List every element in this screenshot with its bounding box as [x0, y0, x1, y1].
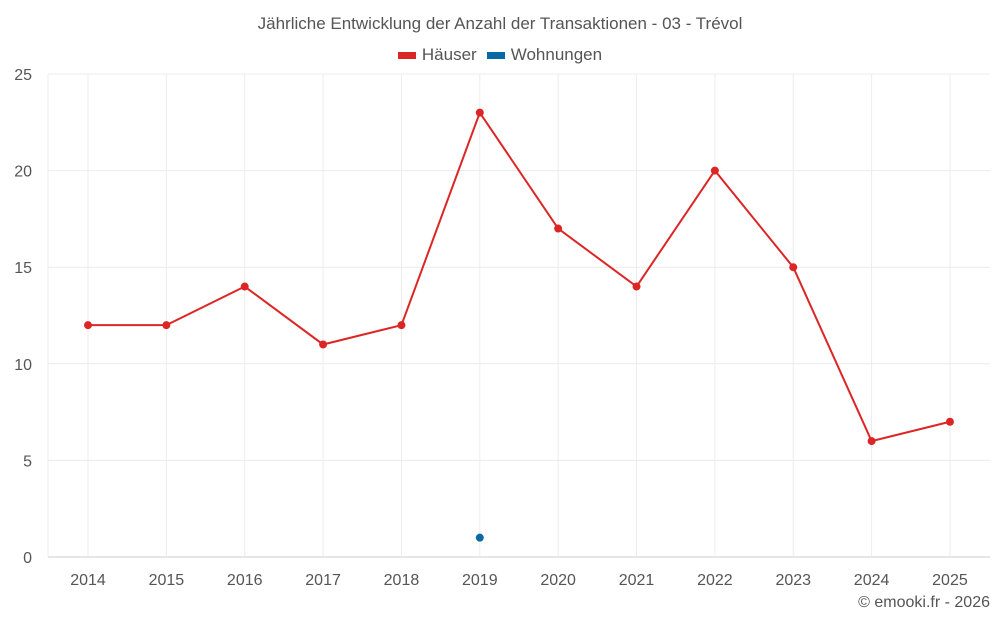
x-tick-label: 2024 — [854, 572, 890, 589]
data-point-haeuser-2016[interactable] — [240, 282, 249, 291]
x-tick-label: 2021 — [619, 572, 655, 589]
x-tick-label: 2020 — [540, 572, 576, 589]
legend-label-wohnungen: Wohnungen — [510, 45, 603, 64]
legend: Häuser Wohnungen — [0, 45, 1000, 65]
y-tick-label: 5 — [23, 453, 32, 470]
legend-label-haeuser: Häuser — [421, 45, 477, 64]
data-point-haeuser-2014[interactable] — [84, 321, 92, 330]
x-tick-label: 2018 — [384, 572, 420, 589]
legend-item-wohnungen[interactable]: Wohnungen — [486, 45, 603, 65]
data-point-haeuser-2019[interactable] — [475, 108, 484, 117]
y-tick-label: 15 — [14, 260, 32, 277]
data-point-haeuser-2015[interactable] — [162, 321, 171, 330]
series-line-haeuser — [88, 110, 951, 443]
x-tick-label: 2016 — [227, 572, 263, 589]
x-tick-label: 2017 — [305, 572, 341, 589]
data-point-wohnungen-2019[interactable] — [475, 533, 484, 542]
y-tick-label: 25 — [14, 67, 32, 84]
data-point-haeuser-2023[interactable] — [789, 263, 798, 272]
legend-swatch-wohnungen — [486, 51, 505, 59]
data-point-haeuser-2017[interactable] — [319, 340, 328, 349]
data-point-haeuser-2024[interactable] — [867, 437, 876, 446]
legend-swatch-haeuser — [397, 51, 416, 59]
data-point-haeuser-2018[interactable] — [397, 321, 406, 330]
x-tick-label: 2019 — [462, 572, 498, 589]
data-point-haeuser-2022[interactable] — [710, 166, 719, 175]
x-tick-label: 2023 — [775, 572, 811, 589]
legend-item-haeuser[interactable]: Häuser — [397, 45, 477, 65]
x-tick-label: 2025 — [932, 572, 968, 589]
y-tick-label: 10 — [14, 357, 32, 374]
y-tick-label: 0 — [23, 550, 32, 567]
chart-title: Jährliche Entwicklung der Anzahl der Tra… — [257, 14, 743, 33]
data-point-haeuser-2021[interactable] — [632, 282, 641, 291]
data-point-haeuser-2025[interactable] — [945, 417, 954, 426]
data-point-haeuser-2020[interactable] — [554, 224, 563, 233]
x-tick-label: 2015 — [149, 572, 185, 589]
x-tick-label: 2014 — [70, 572, 106, 589]
y-tick-label: 20 — [14, 164, 32, 181]
credit-text: © emooki.fr - 2026 — [858, 594, 990, 611]
x-tick-label: 2022 — [697, 572, 733, 589]
